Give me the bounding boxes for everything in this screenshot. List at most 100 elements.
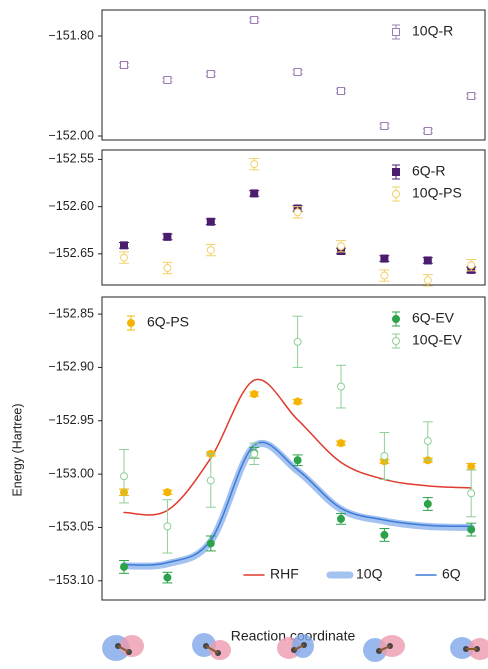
error-bar-point	[422, 421, 433, 461]
error-bar-point	[422, 497, 433, 511]
marker	[337, 87, 345, 95]
error-bar-point	[292, 454, 303, 467]
marker	[380, 530, 389, 539]
error-bar-point	[466, 462, 477, 471]
marker	[423, 256, 432, 265]
marker	[120, 562, 128, 571]
error-bar-point	[292, 206, 303, 219]
marker	[423, 127, 432, 135]
error-bar-point	[422, 127, 433, 135]
error-bar-point	[249, 390, 260, 399]
error-bar-point	[292, 397, 303, 406]
error-bar-point	[119, 449, 129, 504]
error-bar-point	[466, 259, 477, 272]
y-tick-label: −153.10	[48, 573, 94, 587]
error-bar-point	[336, 240, 346, 253]
y-tick-label: −152.55	[48, 152, 94, 166]
legend-label: 6Q	[442, 566, 461, 582]
marker	[163, 232, 172, 241]
legend-swatch	[392, 168, 400, 176]
marker	[380, 122, 389, 130]
error-bar-point	[249, 157, 260, 171]
marker	[206, 539, 215, 548]
legend-swatch	[392, 337, 400, 345]
y-tick-label: −152.00	[48, 128, 94, 142]
error-bar-point	[466, 92, 477, 100]
y-axis-label: Energy (Hartree)	[10, 403, 24, 496]
error-bar-point	[249, 189, 260, 198]
marker	[293, 208, 302, 217]
error-bar-point	[336, 439, 346, 448]
legend-label: 10Q-R	[412, 23, 453, 39]
error-bar-point	[379, 254, 390, 263]
legend-label: 6Q-PS	[147, 314, 189, 330]
error-bar-point	[119, 241, 129, 250]
panel-frame	[101, 149, 486, 286]
marker	[250, 16, 259, 24]
error-bar-point	[162, 261, 173, 275]
marker	[293, 456, 302, 465]
marker	[120, 61, 128, 69]
marker	[423, 276, 432, 285]
error-bar-point	[119, 61, 129, 69]
error-bar-point	[249, 16, 260, 24]
legend-label: 6Q-EV	[412, 310, 455, 326]
x-axis-label: Reaction coordinate	[231, 628, 356, 644]
error-bar-point	[119, 251, 129, 264]
y-tick-label: −152.65	[48, 246, 94, 260]
error-bar-point	[119, 560, 129, 574]
marker	[467, 525, 476, 534]
marker	[467, 489, 476, 498]
y-tick-label: −152.95	[48, 413, 94, 427]
marker	[337, 514, 345, 523]
panel-frame	[101, 9, 486, 141]
marker	[163, 264, 172, 273]
marker	[380, 451, 389, 460]
legend-swatch	[392, 315, 400, 323]
y-tick-label: −152.60	[48, 199, 94, 213]
marker	[467, 92, 476, 100]
legend-swatch	[392, 28, 400, 36]
marker	[380, 271, 389, 280]
marker	[250, 449, 259, 458]
error-bar-point	[205, 453, 216, 508]
error-bar-point	[162, 571, 173, 584]
legend-swatch	[127, 319, 135, 327]
marker	[293, 337, 302, 346]
y-tick-label: −152.90	[48, 360, 94, 374]
marker	[206, 246, 215, 255]
y-tick-label: −153.05	[48, 520, 94, 534]
marker	[467, 261, 476, 270]
y-tick-label: −153.00	[48, 466, 94, 480]
error-bar-point	[292, 68, 303, 76]
marker	[337, 439, 345, 448]
marker	[250, 160, 259, 169]
marker	[423, 499, 432, 508]
marker	[467, 462, 476, 471]
error-bar-point	[336, 87, 346, 95]
curve	[123, 378, 472, 516]
legend-swatch	[392, 190, 400, 198]
error-bar-point	[162, 232, 173, 241]
legend-label: 10Q	[356, 566, 383, 582]
marker	[206, 217, 215, 226]
marker	[380, 254, 389, 263]
marker	[120, 241, 128, 250]
marker	[120, 472, 128, 481]
error-bar-point	[162, 488, 173, 497]
marker	[206, 70, 215, 78]
error-bar-point	[422, 274, 433, 287]
error-bar-point	[205, 243, 216, 257]
error-bar-point	[205, 217, 216, 226]
error-bar-point	[379, 528, 390, 542]
legend-label: RHF	[270, 566, 299, 582]
error-bar-point	[379, 269, 390, 282]
marker	[337, 242, 345, 251]
marker	[163, 76, 172, 84]
marker	[250, 390, 259, 399]
error-bar-point	[422, 256, 433, 265]
error-bar-point	[379, 431, 390, 480]
marker	[293, 397, 302, 406]
marker	[163, 573, 172, 582]
